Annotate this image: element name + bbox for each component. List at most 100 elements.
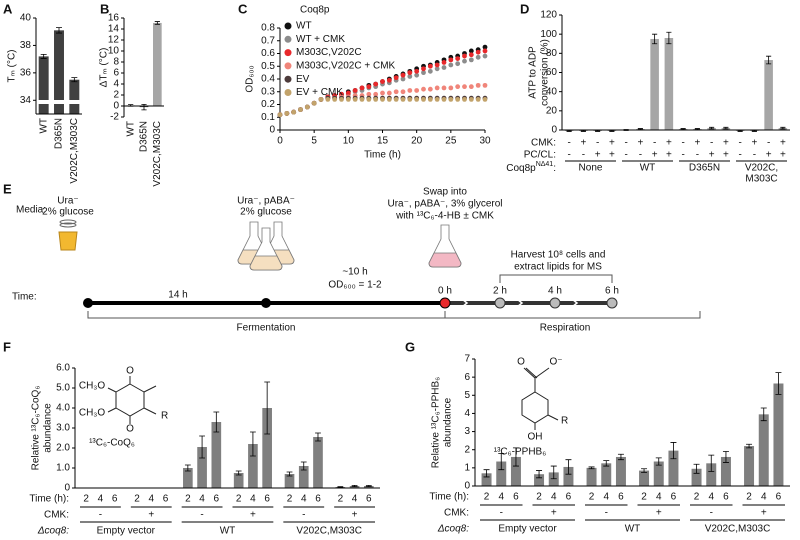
row-label: CMK: — [444, 508, 469, 519]
y-axis-label: Tₘ (°C) — [7, 50, 18, 83]
error-bar — [595, 130, 601, 132]
time-label: 4 — [656, 492, 662, 503]
y-axis-label: ΔTₘ (°C) — [99, 48, 110, 88]
data-point — [468, 48, 474, 54]
harvest-bracket — [499, 274, 613, 283]
data-point — [427, 68, 433, 74]
bar — [284, 474, 295, 488]
bar — [653, 461, 664, 486]
group-label: V202C, — [745, 163, 778, 174]
group-label: WT — [640, 163, 656, 174]
data-point — [441, 65, 447, 70]
error-bar — [641, 468, 648, 473]
error-bar — [666, 31, 672, 45]
y-tick-label: 0.6 — [261, 48, 275, 59]
error-bar — [71, 77, 78, 83]
y-tick-label: 60 — [546, 67, 558, 78]
data-point — [482, 48, 488, 54]
error-bar — [351, 485, 358, 487]
data-point — [380, 79, 385, 84]
panel-letter: E — [3, 181, 12, 196]
error-bar — [365, 485, 372, 487]
legend-label: EV — [296, 74, 310, 85]
y-tick-label: 34 — [20, 95, 32, 106]
time-label: 6 — [513, 492, 519, 503]
legend-swatch — [284, 89, 292, 96]
y-tick-label: 0.2 — [261, 99, 275, 110]
time-label: 4 — [551, 492, 557, 503]
data-point — [482, 44, 488, 50]
y-axis-label: abundance — [43, 403, 54, 453]
data-point — [455, 84, 461, 90]
error-bar — [566, 130, 572, 132]
time-label: 2 — [185, 494, 191, 505]
error-bar — [609, 130, 615, 132]
data-point — [304, 104, 310, 110]
error-bar — [184, 464, 191, 472]
time-point: 2 h — [493, 286, 507, 297]
y-tick-label: 4 — [464, 408, 470, 419]
y-axis-label: Relative ¹³C₆-PPHB₆ — [431, 377, 442, 468]
data-point — [400, 72, 406, 78]
time-label: 6 — [671, 492, 677, 503]
panel-letter: A — [3, 1, 13, 16]
x-tick-label: V202C,M303C — [69, 118, 80, 184]
molecule — [107, 376, 157, 424]
time-label: 4 — [352, 494, 358, 505]
data-point — [373, 91, 379, 97]
y-tick-label: 5.0 — [56, 383, 70, 394]
time-point: 4 h — [548, 286, 562, 297]
bar — [744, 446, 755, 486]
data-point — [339, 97, 344, 102]
data-point — [455, 97, 461, 102]
cmk-symbol: - — [624, 138, 627, 149]
legend-label: M303C,V202C + CMK — [296, 61, 396, 72]
atom-label: R — [161, 411, 168, 422]
error-bar — [670, 442, 677, 460]
bar — [248, 444, 258, 488]
bar — [586, 467, 597, 486]
time-label: 2 — [134, 494, 140, 505]
x-tick-label: WT — [125, 121, 136, 137]
legend-label: EV + CMK — [296, 87, 343, 98]
phase-label: Fermentation — [237, 323, 296, 334]
data-point — [366, 91, 372, 97]
harvest-note: extract lipids for MS — [514, 262, 602, 273]
bar — [601, 463, 612, 486]
error-bar — [766, 55, 772, 65]
cmk-symbol: - — [302, 510, 305, 521]
time-label: 6 — [723, 492, 729, 503]
timeline-node — [439, 297, 451, 309]
error-bar — [250, 431, 256, 457]
error-bar — [775, 372, 782, 395]
row-label: CMK: — [531, 138, 556, 149]
error-bar — [655, 457, 662, 466]
time-label: 6 — [315, 494, 321, 505]
timeline-node — [549, 297, 561, 309]
data-point — [407, 74, 413, 79]
x-axis-label: Time (h) — [364, 150, 401, 161]
data-point — [427, 97, 433, 102]
timeline-node — [83, 298, 93, 308]
data-point — [462, 58, 467, 64]
pc-cl-symbol: - — [753, 150, 756, 161]
y-tick-label: 1.0 — [56, 463, 70, 474]
row-label: Δcoq8: — [37, 526, 69, 537]
media-label: Media: — [16, 205, 46, 216]
time-label: 4 — [98, 494, 104, 505]
time-label: 6 — [366, 494, 372, 505]
error-bar — [709, 126, 715, 130]
data-point — [462, 84, 467, 90]
time-label: 2 — [641, 492, 647, 503]
time-label: 2 — [236, 494, 242, 505]
atom-label: OH — [528, 432, 543, 443]
data-point — [448, 62, 454, 68]
data-point — [468, 97, 474, 102]
panel-letter: F — [3, 339, 11, 354]
data-point — [386, 90, 392, 96]
y-tick-label: 0.4 — [261, 74, 275, 85]
pc-cl-symbol: - — [639, 150, 642, 161]
error-bar — [264, 381, 271, 435]
strain-label: V202C,M303C — [296, 526, 362, 537]
data-point — [373, 97, 379, 102]
